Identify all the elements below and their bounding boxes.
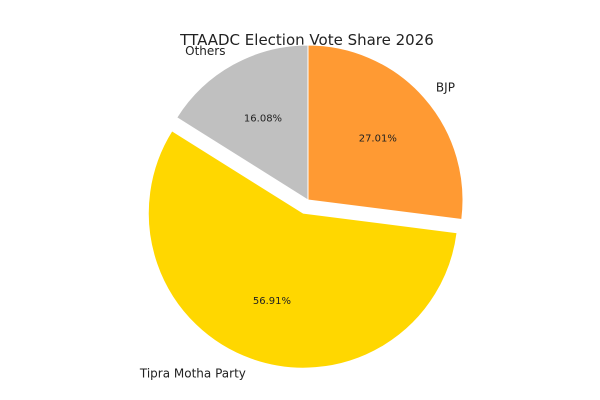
pie-category-label: BJP	[436, 80, 455, 94]
pie-slice-bjp	[307, 44, 464, 221]
pie-slice-others	[176, 44, 309, 201]
pie-pct-label: 56.91%	[253, 296, 291, 307]
pie-category-label: Tipra Motha Party	[139, 367, 246, 381]
pie-slice-tipra-motha-party	[147, 130, 458, 369]
chart-title: TTAADC Election Vote Share 2026	[179, 31, 434, 49]
pie-pct-label: 16.08%	[244, 114, 282, 125]
pie-pct-label: 27.01%	[359, 134, 397, 145]
pie-category-label: Others	[185, 44, 225, 58]
pie-slices	[147, 44, 464, 369]
pie-labels: 27.01% BJP 56.91% Tipra Motha Party 16.08% Ot…	[139, 44, 455, 381]
